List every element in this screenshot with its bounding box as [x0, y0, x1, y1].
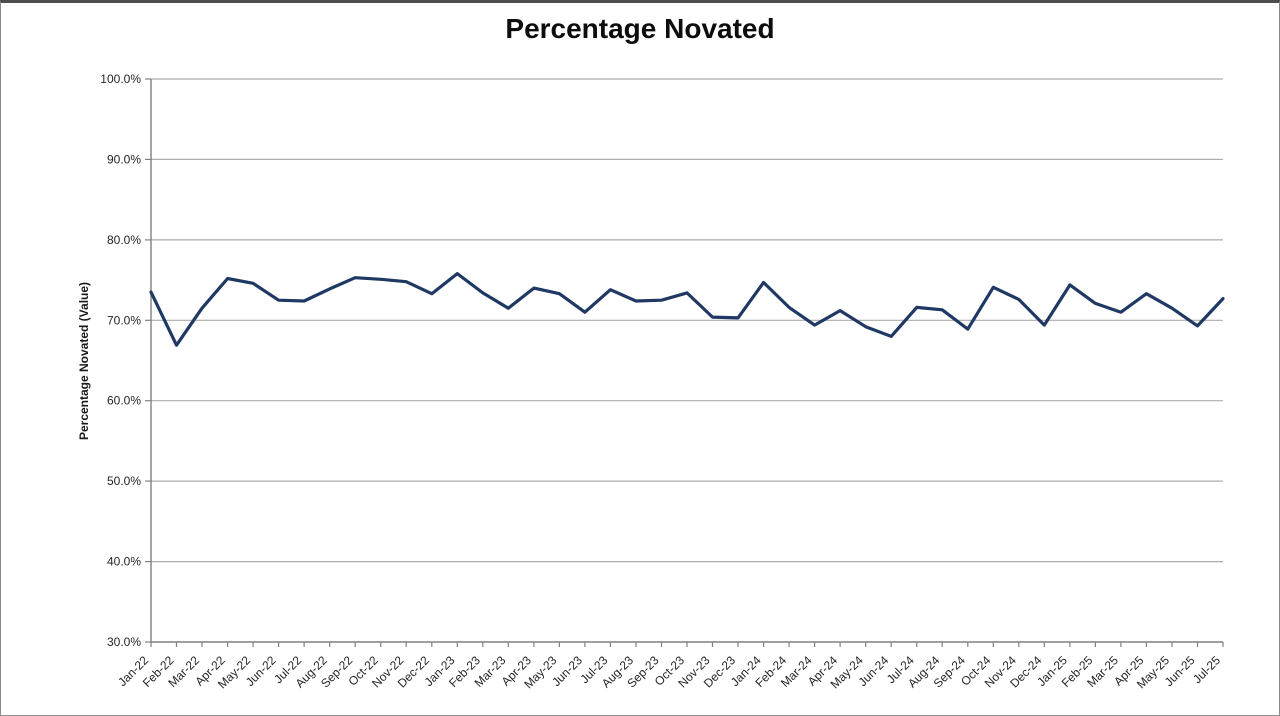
y-tick-label: 60.0%	[107, 394, 141, 408]
y-tick-label: 70.0%	[107, 313, 141, 327]
y-tick-label: 100.0%	[100, 72, 141, 86]
y-tick-label: 50.0%	[107, 474, 141, 488]
line-chart-plot: 100.0% 90.0% 80.0% 70.0% 60.0% 50.0% 40.0% 30.0…	[100, 72, 1225, 691]
y-tick-label: 30.0%	[107, 635, 141, 649]
y-tick-label: 80.0%	[107, 233, 141, 247]
y-tick-label: 40.0%	[107, 555, 141, 569]
data-line-percentage-novated	[149, 272, 1225, 347]
chart-title: Percentage Novated	[505, 13, 775, 44]
y-tick-label: 90.0%	[107, 152, 141, 166]
x-tick-label: Jul-25	[1190, 653, 1223, 686]
